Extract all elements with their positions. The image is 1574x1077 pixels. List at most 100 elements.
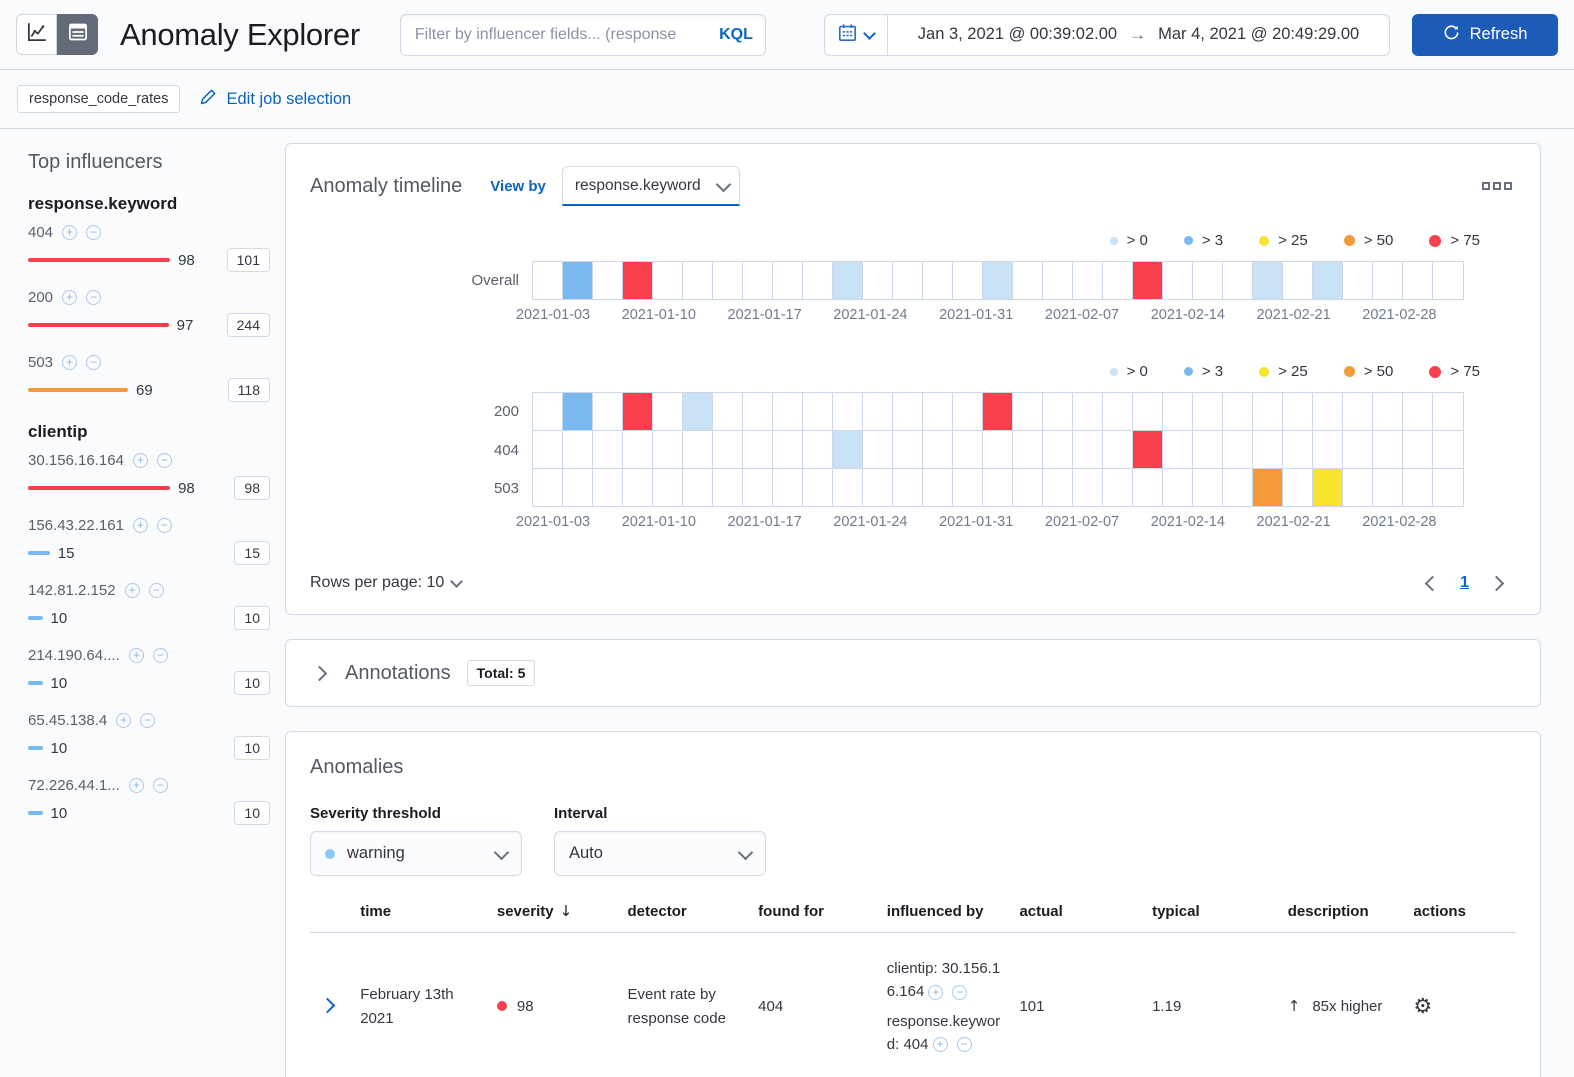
remove-filter-icon[interactable]: − [156,518,172,533]
swimlane-cell[interactable] [1013,431,1043,468]
swimlane-cell[interactable] [1253,431,1283,468]
swimlane-cell[interactable] [923,469,953,506]
row-actions-gear-icon[interactable]: ⚙ [1413,994,1433,1019]
swimlane-cell[interactable] [1343,262,1373,299]
swimlane-cell[interactable] [1133,469,1163,506]
swimlane-cell[interactable] [623,393,653,430]
swimlane-cell[interactable] [1343,393,1373,430]
add-filter-icon[interactable]: + [62,225,78,240]
swimlane-cell[interactable] [923,431,953,468]
swimlane-cell[interactable] [1133,262,1163,299]
add-filter-icon[interactable]: + [124,583,140,598]
swimlane-cell[interactable] [1013,469,1043,506]
swimlane-cell[interactable] [1163,469,1193,506]
swimlane-cell[interactable] [1043,262,1073,299]
swimlane-cell[interactable] [1403,262,1433,299]
add-filter-icon[interactable]: + [62,355,78,370]
swimlane-cell[interactable] [1193,393,1223,430]
swimlane-cell[interactable] [1433,262,1463,299]
swimlane-cell[interactable] [1223,393,1253,430]
date-end-button[interactable]: Mar 4, 2021 @ 20:49:29.00 [1158,25,1360,43]
swimlane-cell[interactable] [1373,393,1403,430]
swimlane-cell[interactable] [833,431,863,468]
swimlane-cell[interactable] [1193,262,1223,299]
swimlane-cell[interactable] [833,262,863,299]
refresh-button[interactable]: Refresh [1412,13,1558,56]
add-filter-icon[interactable]: + [932,1037,948,1053]
swimlane-cell[interactable] [683,393,713,430]
swimlane-cell[interactable] [893,469,923,506]
swimlane-cell[interactable] [593,431,623,468]
swimlane-cell[interactable] [1103,262,1133,299]
swimlane-options-icon[interactable] [1478,178,1516,194]
swimlane-cell[interactable] [893,262,923,299]
anomaly-explorer-chart-view-button[interactable] [16,14,57,55]
swimlane-cell[interactable] [1133,431,1163,468]
swimlane-cell[interactable] [1013,393,1043,430]
swimlane-cell[interactable] [1163,262,1193,299]
swimlane-cell[interactable] [1073,262,1103,299]
swimlane-cell[interactable] [713,431,743,468]
swimlane-cell[interactable] [563,431,593,468]
swimlane-cell[interactable] [743,262,773,299]
expand-row-icon[interactable] [318,996,337,1015]
remove-filter-icon[interactable]: − [956,1037,972,1053]
swimlane-cell[interactable] [1433,393,1463,430]
swimlane-cell[interactable] [1313,469,1343,506]
swimlane-cell[interactable] [1043,469,1073,506]
swimlane-cell[interactable] [743,393,773,430]
swimlane-cell[interactable] [1403,469,1433,506]
swimlane-cell[interactable] [893,393,923,430]
severity-threshold-select[interactable]: warning [310,831,522,876]
swimlane-cell[interactable] [1193,431,1223,468]
swimlane-cell[interactable] [563,262,593,299]
swimlane-cell[interactable] [593,393,623,430]
swimlane-cell[interactable] [983,262,1013,299]
swimlane-cell[interactable] [833,469,863,506]
swimlane-cell[interactable] [983,431,1013,468]
column-header-severity[interactable]: severity ↓ [488,892,620,933]
swimlane-cell[interactable] [1013,262,1043,299]
swimlane-cell[interactable] [533,469,563,506]
remove-filter-icon[interactable]: − [152,648,168,663]
add-filter-icon[interactable]: + [132,518,148,533]
swimlane-cell[interactable] [773,262,803,299]
swimlane-cell[interactable] [1103,469,1133,506]
swimlane-cell[interactable] [683,469,713,506]
swimlane-cell[interactable] [1253,393,1283,430]
swimlane-cell[interactable] [1193,469,1223,506]
swimlane-cell[interactable] [533,431,563,468]
swimlane-cell[interactable] [1133,393,1163,430]
add-filter-icon[interactable]: + [62,290,78,305]
remove-filter-icon[interactable]: − [152,778,168,793]
swimlane-cell[interactable] [1283,262,1313,299]
swimlane-cell[interactable] [653,469,683,506]
swimlane-cell[interactable] [653,393,683,430]
swimlane-cell[interactable] [1043,393,1073,430]
swimlane-cell[interactable] [1373,469,1403,506]
remove-filter-icon[interactable]: − [140,713,156,728]
swimlane-cell[interactable] [833,393,863,430]
swimlane-cell[interactable] [803,262,833,299]
swimlane-cell[interactable] [1253,262,1283,299]
anomaly-explorer-table-view-button[interactable] [57,14,98,55]
date-start-button[interactable]: Jan 3, 2021 @ 00:39:02.00 [917,25,1118,43]
swimlane-cell[interactable] [1073,393,1103,430]
swimlane-cell[interactable] [1283,431,1313,468]
swimlane-cell[interactable] [953,393,983,430]
remove-filter-icon[interactable]: − [86,355,102,370]
swimlane-cell[interactable] [983,469,1013,506]
add-filter-icon[interactable]: + [928,984,944,1000]
swimlane-cell[interactable] [1103,431,1133,468]
swimlane-cell[interactable] [863,262,893,299]
add-filter-icon[interactable]: + [132,453,148,468]
swimlane-cell[interactable] [713,393,743,430]
remove-filter-icon[interactable]: − [952,984,968,1000]
swimlane-cell[interactable] [533,262,563,299]
add-filter-icon[interactable]: + [128,778,144,793]
swimlane-cell[interactable] [743,469,773,506]
swimlane-cell[interactable] [1223,431,1253,468]
add-filter-icon[interactable]: + [116,713,132,728]
date-quick-select-button[interactable] [825,14,888,55]
swimlane-cell[interactable] [653,262,683,299]
